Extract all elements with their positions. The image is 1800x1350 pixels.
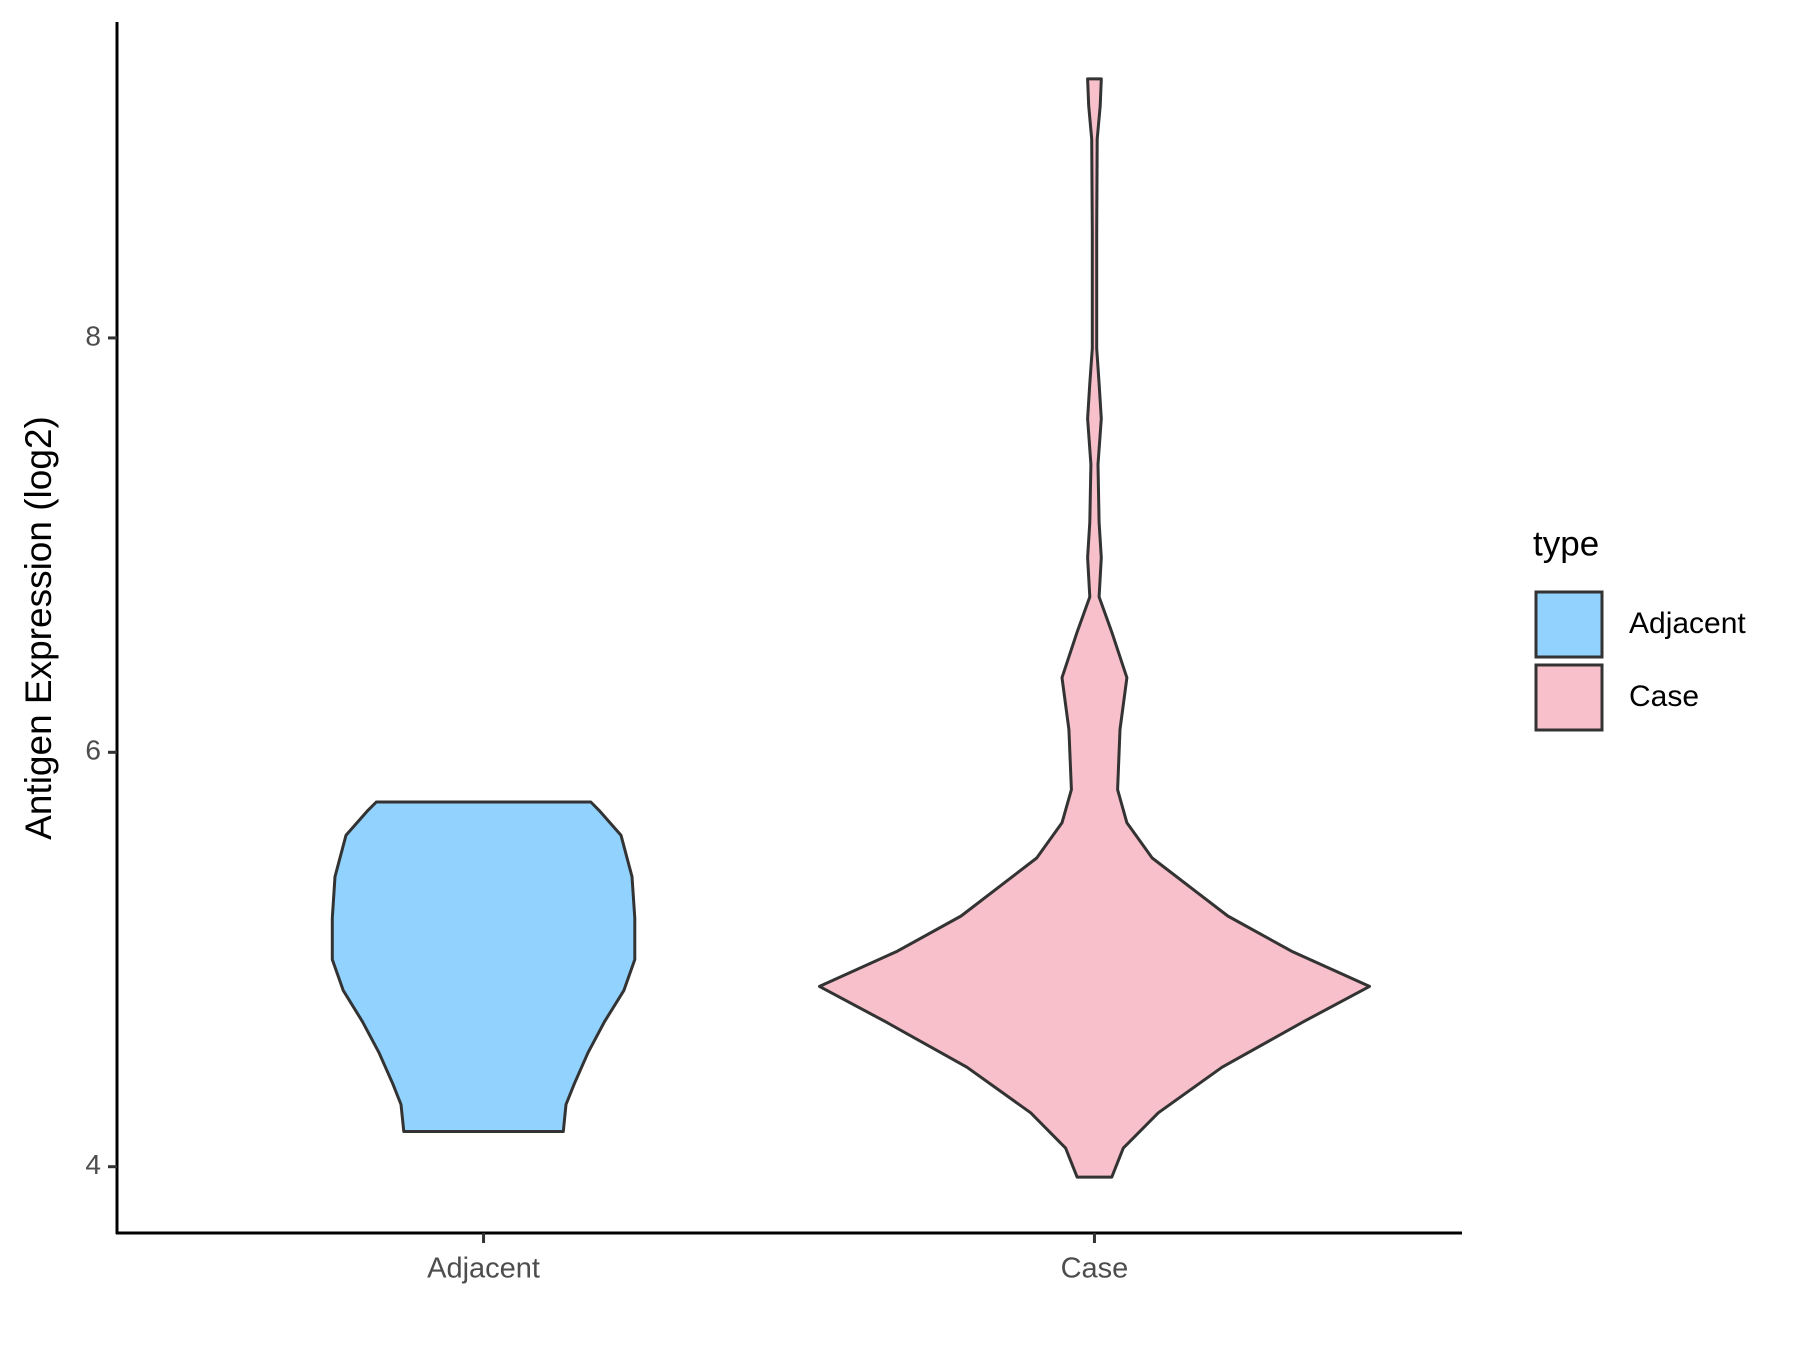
legend-key (1534, 590, 1604, 659)
legend-label: Case (1629, 680, 1699, 713)
y-tick-label: 4 (85, 1149, 101, 1180)
y-axis-title: Antigen Expression (log2) (18, 416, 59, 840)
y-tick-label: 6 (85, 735, 101, 766)
violin (818, 77, 1371, 1179)
legend-label: Adjacent (1629, 607, 1746, 640)
x-tick-label: Adjacent (427, 1253, 540, 1285)
violin (330, 800, 637, 1133)
x-tick-label: Case (1061, 1253, 1129, 1285)
legend-key (1534, 663, 1604, 732)
legend-title: type (1533, 524, 1599, 563)
y-tick-label: 8 (85, 320, 101, 351)
